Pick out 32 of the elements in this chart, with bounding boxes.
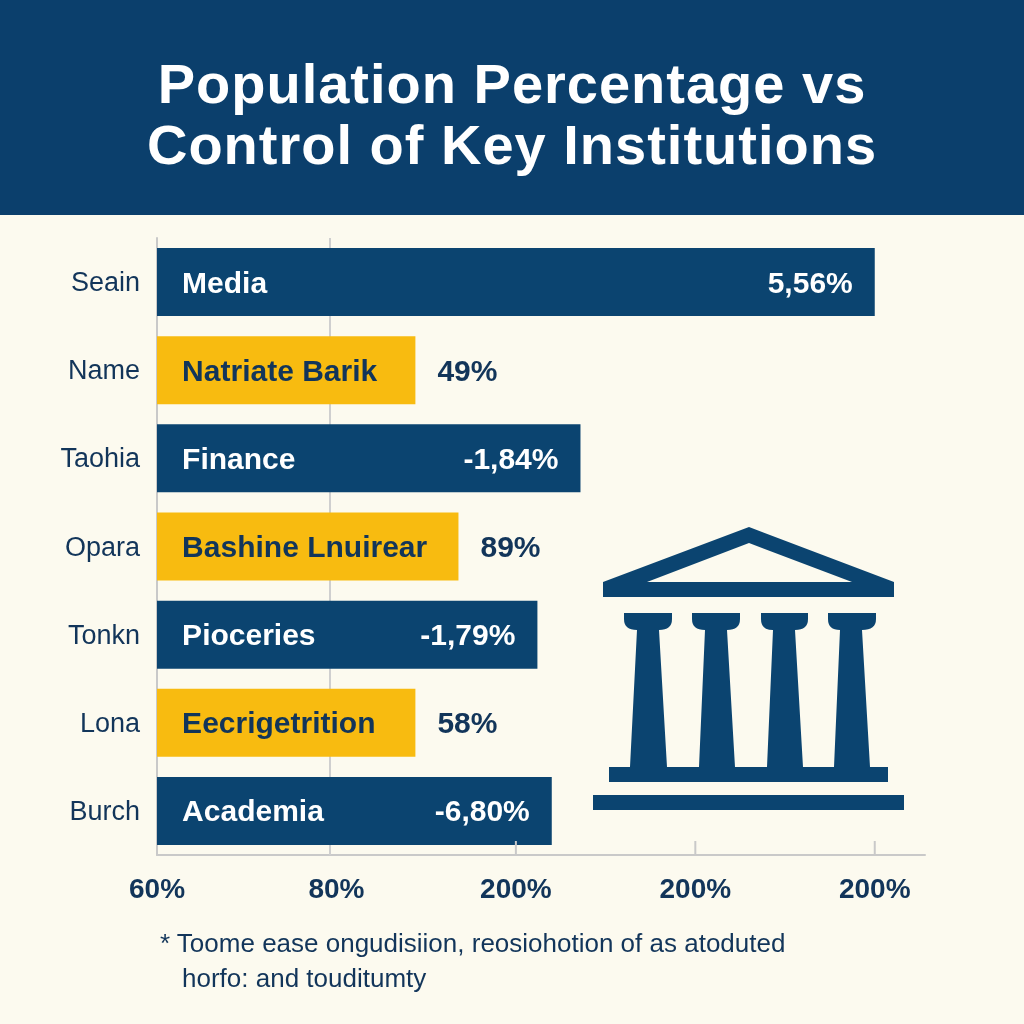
annotation: Finance <box>182 441 296 475</box>
y-tick-label: Name <box>67 355 140 386</box>
text: * Toome ease ongudisiion, reosiohotion of as atoduted horfo: and touditumty <box>160 927 787 996</box>
annotation: Eecrigetrition <box>182 706 376 740</box>
annotation: -1,84% <box>463 441 559 475</box>
chart-title: Population Percentage vs Control of Key Institutions <box>145 51 879 176</box>
y-tick-label: Taohia <box>60 443 141 474</box>
annotation: -1,79% <box>420 618 516 652</box>
bar <box>157 424 581 493</box>
bar <box>157 600 538 669</box>
bar <box>157 248 875 317</box>
annotation: 5,56% <box>767 265 853 299</box>
y-tick-label: Burch <box>69 795 140 826</box>
annotation: Pioceries <box>182 618 316 652</box>
text: 200% <box>838 872 911 904</box>
text: 80% <box>308 872 365 904</box>
annotation: Academia <box>182 794 325 828</box>
annotation: 89% <box>480 530 541 563</box>
annotation: Natriate Barik <box>182 353 378 387</box>
annotation: 58% <box>437 706 498 740</box>
y-tick-label: Tonkn <box>67 619 140 650</box>
y-tick-label: Seain <box>70 267 140 298</box>
text: 60% <box>128 872 186 904</box>
annotation: Bashine Lnuirear <box>182 530 428 563</box>
text: 200% <box>659 872 732 904</box>
y-tick-label: Opara <box>64 531 141 562</box>
bar <box>157 776 552 845</box>
annotation: -6,80% <box>434 794 530 828</box>
y-tick-label: Lona <box>79 707 141 738</box>
annotation: Media <box>182 265 268 299</box>
text: 200% <box>480 872 552 904</box>
annotation: 49% <box>437 353 498 387</box>
